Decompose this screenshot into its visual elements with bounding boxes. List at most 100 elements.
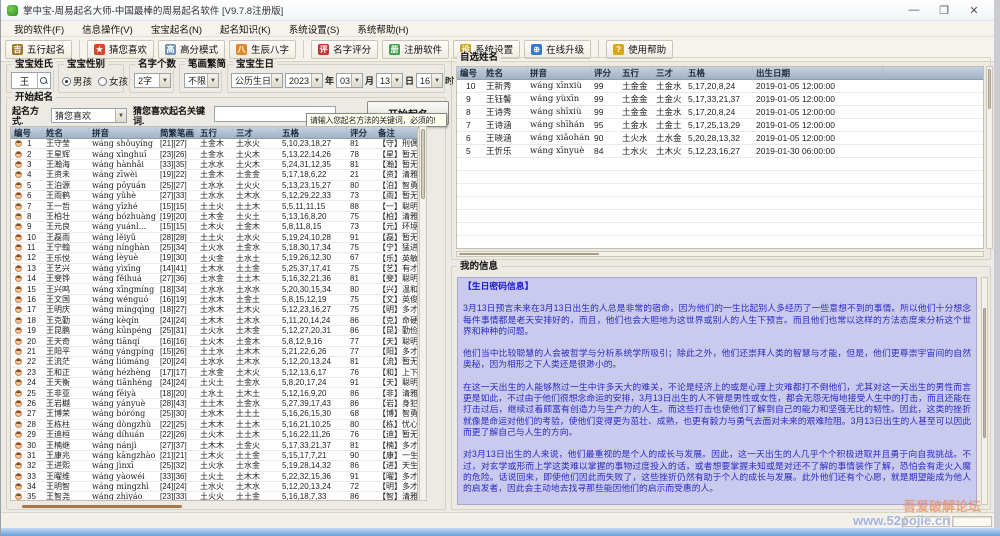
col-note[interactable]: 备注 bbox=[375, 127, 417, 138]
table-row[interactable]: 26 王岩樾 wáng yányuè [28][43] 土土木 土金水 5,27… bbox=[11, 399, 417, 410]
table-row[interactable]: 20 王天奇 wáng tiānqí [16][16] 土火木 土金木 5,8,… bbox=[11, 336, 417, 347]
name-count-select[interactable]: 2字 ▼ bbox=[134, 73, 171, 88]
birth-year-select[interactable]: 2023 ▼ bbox=[285, 73, 323, 88]
guess-you-like-button[interactable]: ★ 猜您喜欢 bbox=[87, 39, 155, 59]
naming-method-select[interactable]: 猜您喜欢 ▼ bbox=[51, 108, 127, 123]
list-item[interactable]: 5 王忻乐 wáng xīnyuè 84 土水火 土木火 5,12,23,16,… bbox=[457, 145, 983, 158]
col-wuge[interactable]: 五格 bbox=[685, 67, 753, 79]
table-row[interactable]: 30 王楠继 wáng nánjì [27][37] 土木木 土金火 5,17,… bbox=[11, 440, 417, 451]
list-item[interactable]: 6 王晓涵 wáng xiǎohán 90 土火水 土水金 5,20,28,13… bbox=[457, 132, 983, 145]
surname-group-label: 宝宝姓氏 bbox=[12, 59, 57, 70]
menu-item[interactable]: 我的软件(F) bbox=[14, 24, 65, 36]
table-row[interactable]: 35 王智尧 wáng zhìyáo [23][33] 土火火 土土金 5,16… bbox=[11, 492, 417, 500]
minimize-icon[interactable]: — bbox=[908, 4, 920, 16]
table-row[interactable]: 17 王明庆 wáng míngqìng [18][27] 土水木 土木火 5,… bbox=[11, 305, 417, 316]
results-vertical-scrollbar[interactable] bbox=[419, 126, 427, 501]
col-id[interactable]: 编号 bbox=[11, 127, 43, 138]
gender-female-radio[interactable] bbox=[98, 76, 108, 86]
col-wuxing[interactable]: 五行 bbox=[197, 127, 233, 138]
boy-face-icon bbox=[15, 348, 22, 355]
table-row[interactable]: 25 王非亚 wáng fēiyà [18][20] 土水土 土木土 5,12,… bbox=[11, 388, 417, 399]
col-score[interactable]: 评分 bbox=[591, 67, 619, 79]
table-row[interactable]: 28 王栋柱 wáng dòngzhù [22][25] 土木木 土土木 5,1… bbox=[11, 420, 417, 430]
help-button[interactable]: ? 使用帮助 bbox=[606, 39, 674, 59]
birth-month-select[interactable]: 03 ▼ bbox=[336, 73, 364, 88]
list-item[interactable]: 10 王新秀 wáng xīnxiù 99 土金金 土金水 5,17,20,8,… bbox=[457, 80, 983, 93]
col-birthdate[interactable]: 出生日期 bbox=[753, 67, 883, 79]
table-row[interactable]: 9 王元良 wáng yuánl... [15][15] 土木火 土金木 5,8… bbox=[11, 222, 417, 233]
boy-face-icon bbox=[15, 140, 22, 148]
col-name[interactable]: 姓名 bbox=[483, 67, 527, 79]
five-elements-naming-button[interactable]: 吉五行起名 bbox=[5, 39, 73, 59]
col-pinyin[interactable]: 拼音 bbox=[527, 67, 591, 79]
table-row[interactable]: 6 王雨鹤 wáng yǔhè [27][33] 土水水 土木水 5,12,29… bbox=[11, 191, 417, 202]
results-horizontal-scrollbar[interactable] bbox=[22, 505, 182, 508]
online-upgrade-button[interactable]: ⊕ 在线升级 bbox=[524, 39, 592, 59]
table-row[interactable]: 12 王乐悦 wáng lèyuè [19][30] 土火金 土水土 5,19,… bbox=[11, 253, 417, 264]
surname-input[interactable]: 王 bbox=[11, 72, 51, 89]
col-strokes[interactable]: 简繁笔画 bbox=[157, 127, 197, 138]
table-row[interactable]: 19 王昆鹏 wáng kūnpéng [25][31] 土火水 土木金 5,1… bbox=[11, 326, 417, 337]
table-row[interactable]: 27 王博荣 wáng bóróng [25][30] 土水木 土土土 5,16… bbox=[11, 409, 417, 420]
table-row[interactable]: 22 王流茫 wáng liúmáng [20][24] 土水水 土木水 5,1… bbox=[11, 357, 417, 368]
surname-search-button[interactable] bbox=[37, 73, 50, 88]
col-id[interactable]: 编号 bbox=[457, 67, 483, 79]
info-vertical-scrollbar[interactable] bbox=[981, 277, 988, 505]
table-row[interactable]: 21 王阳平 wáng yángpíng [15][26] 土土水 土木木 5,… bbox=[11, 347, 417, 358]
register-software-button[interactable]: 册注册软件 bbox=[382, 39, 450, 59]
menu-item[interactable]: 起名知识(K) bbox=[220, 24, 271, 36]
name-score-button[interactable]: 评名字评分 bbox=[311, 39, 379, 59]
col-sancai[interactable]: 三才 bbox=[653, 67, 685, 79]
strokes-select[interactable]: 不限 ▼ bbox=[184, 73, 219, 88]
high-score-mode-button[interactable]: 高高分模式 bbox=[158, 39, 226, 59]
birth-day-select[interactable]: 13 ▼ bbox=[376, 73, 404, 88]
col-name[interactable]: 姓名 bbox=[43, 127, 89, 138]
birth-month-value: 03 bbox=[340, 75, 351, 86]
table-row[interactable]: 33 王曜维 wáng yàowéi [33][36] 土火土 土木木 5,22… bbox=[11, 472, 417, 482]
selected-horizontal-scrollbar[interactable] bbox=[456, 251, 984, 257]
scrollbar-thumb[interactable] bbox=[421, 129, 425, 199]
scrollbar-thumb[interactable] bbox=[988, 69, 991, 109]
menu-item[interactable]: 系统设置(S) bbox=[288, 24, 340, 36]
table-row[interactable]: 10 王磊雨 wáng lěiyǔ [28][28] 土土火 土水火 5,19,… bbox=[11, 233, 417, 243]
table-row[interactable]: 3 王瀚海 wáng hànhǎi [33][35] 土水水 土火木 5,24,… bbox=[11, 160, 417, 171]
table-row[interactable]: 34 王明智 wáng míngzhì [24][24] 土水火 土木水 5,1… bbox=[11, 482, 417, 493]
table-row[interactable]: 7 王一哲 wáng yīzhé [15][15] 土土火 土土木 5,5,11… bbox=[11, 201, 417, 212]
birth-hour-select[interactable]: 16 ▼ bbox=[416, 73, 444, 88]
table-row[interactable]: 2 王星辉 wáng xīnghuī [23][26] 土金水 土火木 5,13… bbox=[11, 149, 417, 160]
table-row[interactable]: 4 王资未 wáng zīwèi [19][22] 土金木 土金金 5,17,1… bbox=[11, 170, 417, 181]
col-wuge[interactable]: 五格 bbox=[279, 127, 347, 138]
maximize-icon[interactable]: ❐ bbox=[939, 4, 949, 17]
table-row[interactable]: 15 王兴鸣 wáng xīngmíng [18][34] 土水水 土水水 5,… bbox=[11, 284, 417, 295]
list-item[interactable]: 9 王钰馨 wáng yùxīn 99 土金金 土金火 5,17,33,21,3… bbox=[457, 93, 983, 106]
menu-item[interactable]: 系统帮助(H) bbox=[357, 24, 409, 36]
menu-item[interactable]: 信息操作(V) bbox=[82, 24, 133, 36]
list-item[interactable]: 8 王诗秀 wáng shīxiù 99 土金金 土金水 5,17,20,8,2… bbox=[457, 106, 983, 119]
col-sancai[interactable]: 三才 bbox=[233, 127, 279, 138]
selected-vertical-scrollbar[interactable] bbox=[986, 66, 993, 249]
table-row[interactable]: 32 王进熙 wáng jìnxī [25][32] 土火水 土水金 5,19,… bbox=[11, 461, 417, 472]
table-row[interactable]: 1 王守莹 wáng shǒuyíng [21][27] 土金木 土水火 5,1… bbox=[11, 139, 417, 150]
table-row[interactable]: 11 王宁翰 wáng nínghàn [25][34] 土火水 土金水 5,1… bbox=[11, 243, 417, 254]
table-row[interactable]: 13 王艺兴 wáng yìxīng [14][41] 土木水 土土金 5,25… bbox=[11, 264, 417, 275]
scrollbar-thumb[interactable] bbox=[983, 308, 986, 438]
table-row[interactable]: 31 王康兆 wáng kāngzhào [21][21] 土木火 土土金 5,… bbox=[11, 451, 417, 462]
table-row[interactable]: 16 王文国 wáng wénguó [16][19] 土水木 土金土 5,8,… bbox=[11, 295, 417, 306]
col-pinyin[interactable]: 拼音 bbox=[89, 127, 157, 138]
table-row[interactable]: 29 王迪桓 wáng díhuán [22][26] 土火木 土土木 5,16… bbox=[11, 430, 417, 441]
calendar-type-select[interactable]: 公历生日 ▼ bbox=[231, 73, 283, 88]
gender-male-radio[interactable] bbox=[62, 76, 71, 86]
table-row[interactable]: 18 王克勤 wáng kèqín [24][24] 土木木 土木水 5,11,… bbox=[11, 316, 417, 327]
menu-item[interactable]: 宝宝起名(N) bbox=[150, 24, 203, 36]
close-icon[interactable]: ✕ bbox=[969, 4, 979, 17]
table-row[interactable]: 14 王斐铧 wáng fěihuá [27][36] 土水金 土土木 5,16… bbox=[11, 274, 417, 285]
col-score[interactable]: 评分 bbox=[347, 127, 375, 138]
table-row[interactable]: 8 王柏壮 wáng bózhuàng [19][20] 土木金 土火土 5,1… bbox=[11, 212, 417, 223]
bazi-button[interactable]: 八生辰八字 bbox=[229, 39, 297, 59]
col-wuxing[interactable]: 五行 bbox=[619, 67, 653, 79]
table-row[interactable]: 23 王和正 wáng hézhèng [17][17] 土水金 土木火 5,1… bbox=[11, 368, 417, 378]
scrollbar-thumb[interactable] bbox=[459, 253, 599, 255]
table-row[interactable]: 5 王泊源 wáng pōyuán [25][27] 土水水 土火火 5,13,… bbox=[11, 181, 417, 191]
list-item[interactable]: 7 王诗涵 wáng shīhán 95 土金水 土金土 5,17,25,13,… bbox=[457, 119, 983, 132]
table-row[interactable]: 24 王天衡 wáng tiānhéng [24][24] 土火土 土金水 5,… bbox=[11, 378, 417, 389]
